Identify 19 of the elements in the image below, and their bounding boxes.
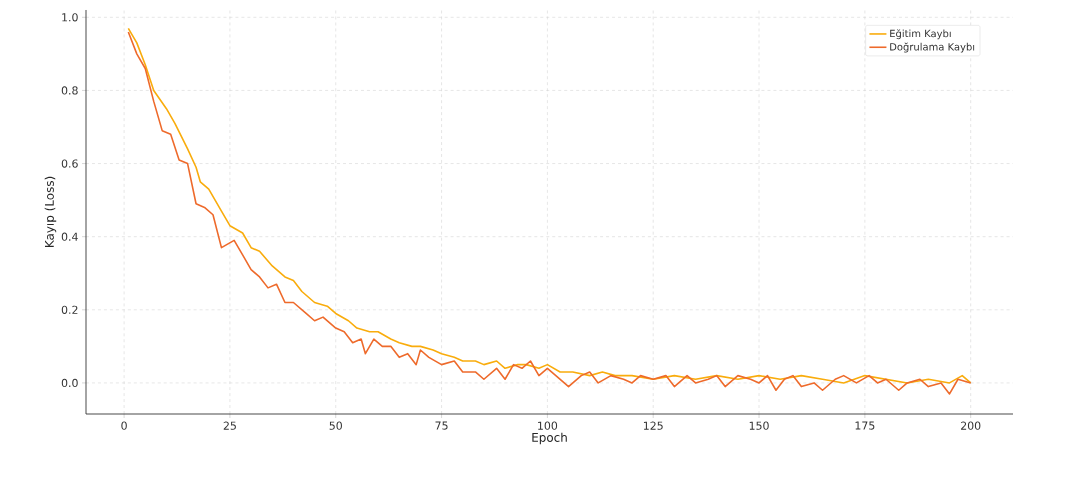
x-tick-label: 200	[961, 421, 981, 430]
x-tick-label: 75	[435, 421, 448, 430]
y-tick-label: 0.0	[61, 378, 78, 388]
x-tick-label: 50	[329, 421, 342, 430]
x-tick-label: 100	[538, 421, 558, 430]
x-tick-label: 0	[121, 421, 127, 430]
x-tick-label: 150	[749, 421, 769, 430]
legend-label: Doğrulama Kaybı	[890, 42, 975, 53]
y-axis-title: Kayıp (Loss)	[44, 176, 57, 247]
y-tick-label: 1.0	[62, 13, 78, 22]
y-tick-label: 0.8	[61, 86, 78, 95]
x-tick-label: 175	[855, 421, 875, 430]
y-tick-label: 0.6	[61, 159, 78, 168]
x-tick-label: 125	[643, 421, 663, 430]
y-tick-label: 0.4	[61, 232, 78, 241]
legend-label: Eğitim Kaybı	[890, 29, 951, 40]
y-tick-label: 0.2	[61, 305, 78, 314]
x-axis-title: Epoch	[532, 432, 567, 445]
x-tick-label: 25	[223, 421, 236, 430]
